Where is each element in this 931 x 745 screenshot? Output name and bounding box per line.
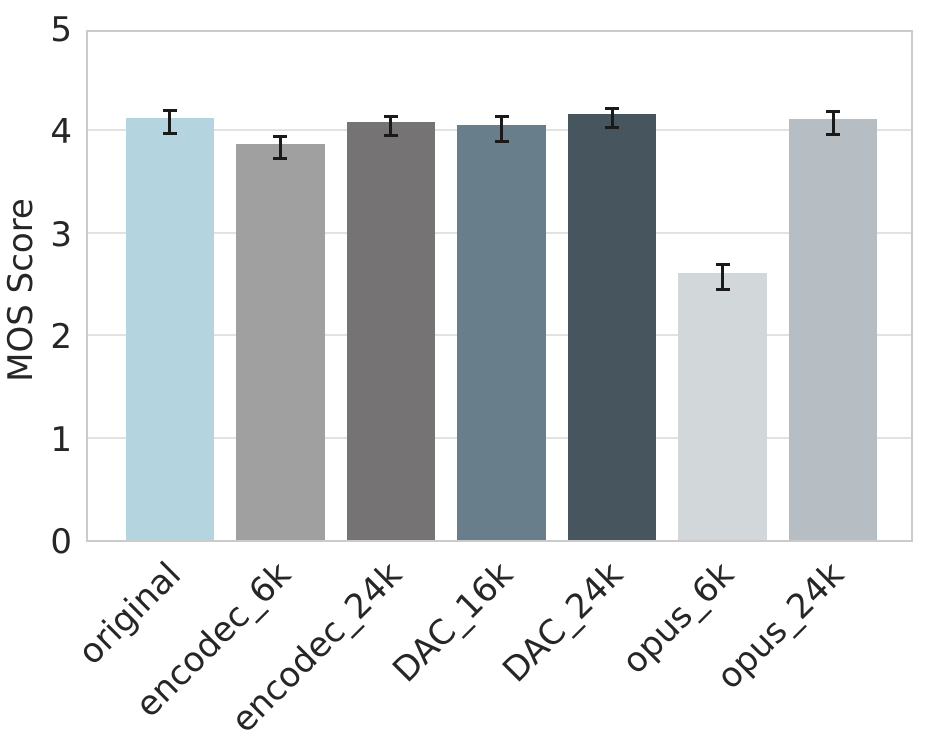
error-bar-opus_24k	[831, 111, 835, 135]
y-tick-label-4: 4	[50, 112, 72, 153]
error-bar-cap	[273, 157, 288, 161]
bar-opus_6k	[678, 272, 767, 540]
bar-original	[125, 118, 215, 540]
bar-DAC_24k	[567, 114, 657, 540]
plot-area	[86, 30, 913, 542]
error-bar-cap	[715, 287, 730, 291]
bar-encodec_24k	[346, 122, 436, 540]
error-bar-cap	[383, 133, 398, 137]
y-tick-label-2: 2	[50, 317, 72, 358]
y-tick-label-3: 3	[50, 214, 72, 255]
error-bar-cap	[494, 140, 509, 144]
error-bar-cap	[494, 115, 509, 119]
error-bar-encodec_6k	[278, 136, 282, 159]
error-bar-cap	[383, 115, 398, 119]
error-bar-cap	[162, 109, 177, 113]
error-bar-cap	[162, 131, 177, 135]
error-bar-cap	[605, 125, 620, 129]
error-bar-opus_6k	[721, 264, 725, 289]
error-bar-cap	[605, 107, 620, 111]
y-tick-label-5: 5	[50, 10, 72, 50]
bar-opus_24k	[788, 119, 878, 540]
error-bar-original	[168, 110, 172, 134]
bar-encodec_6k	[236, 143, 325, 540]
error-bar-encodec_24k	[389, 116, 393, 136]
error-bar-cap	[826, 110, 841, 114]
error-bar-DAC_24k	[610, 108, 614, 128]
error-bar-cap	[273, 134, 288, 138]
error-bar-DAC_16k	[500, 116, 503, 142]
bar-DAC_16k	[457, 125, 546, 540]
y-tick-label-1: 1	[50, 419, 72, 460]
error-bar-cap	[826, 132, 841, 136]
y-tick-label-0: 0	[50, 522, 72, 562]
error-bar-cap	[715, 262, 730, 266]
y-axis-label: MOS Score	[1, 198, 41, 382]
